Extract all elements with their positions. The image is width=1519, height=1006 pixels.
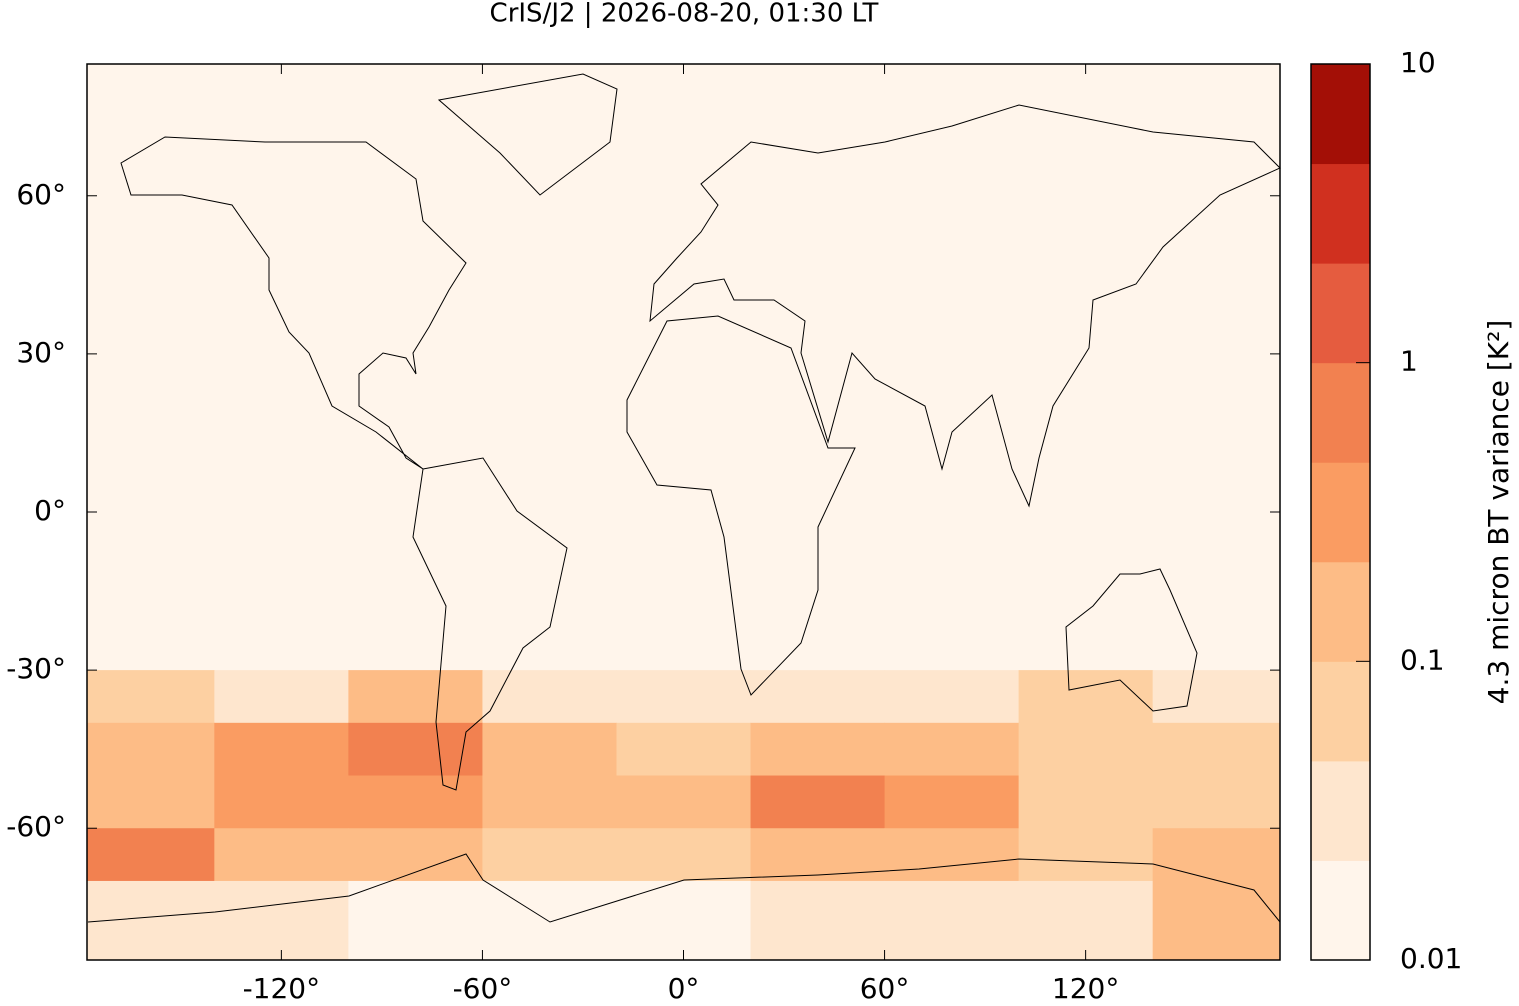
field-cell xyxy=(884,722,1020,777)
y-tick-label: 60° xyxy=(16,178,66,211)
field-cell xyxy=(1018,670,1154,724)
field-cell xyxy=(87,64,215,671)
field-cell xyxy=(884,880,1020,961)
field-cell xyxy=(482,722,617,777)
colorbar-band xyxy=(1311,760,1370,861)
colorbar-band xyxy=(1311,860,1370,961)
colorbar-tick-label: 0.1 xyxy=(1400,643,1445,676)
field-cell xyxy=(616,880,752,961)
field-cell xyxy=(87,670,215,724)
field-cell xyxy=(348,880,483,961)
field-cell xyxy=(884,828,1020,882)
coastlines xyxy=(87,73,1281,923)
field-cell xyxy=(214,670,349,724)
field-cell xyxy=(1018,775,1154,829)
colorbar-band xyxy=(1311,561,1370,662)
field-cell xyxy=(87,828,215,882)
coastline xyxy=(626,315,856,696)
field xyxy=(87,64,1281,961)
colorbar-tick-label: 10 xyxy=(1400,46,1436,79)
coastline xyxy=(412,457,568,791)
y-tick-label: -30° xyxy=(6,652,66,685)
coastline xyxy=(120,136,467,470)
coastline xyxy=(437,73,618,196)
field-cell xyxy=(482,64,617,671)
field-cell xyxy=(1018,828,1154,882)
chart-title: CrIS/J2 | 2026-08-20, 01:30 LT xyxy=(490,0,879,29)
field-cell xyxy=(87,722,215,777)
coastline xyxy=(649,104,1281,508)
colorbar-band xyxy=(1311,462,1370,563)
field-cell xyxy=(1152,670,1281,724)
x-tick-label: -120° xyxy=(243,972,321,1002)
colorbar-band xyxy=(1311,163,1370,264)
field-cell xyxy=(1152,828,1281,882)
field-cell xyxy=(616,775,752,829)
field-cell xyxy=(348,670,483,724)
y-tick-label: 0° xyxy=(34,494,66,527)
field-cell xyxy=(616,64,752,671)
field-cell xyxy=(482,670,617,724)
field-cell xyxy=(884,775,1020,829)
field-cell xyxy=(1152,775,1281,829)
field-cell xyxy=(214,64,349,671)
field-cell xyxy=(750,775,886,829)
coastline xyxy=(1065,568,1198,712)
field-cell xyxy=(482,828,617,882)
field-cell xyxy=(1152,880,1281,961)
field-cell xyxy=(750,828,886,882)
field-cell xyxy=(1018,64,1154,671)
field-cell xyxy=(750,722,886,777)
field-cell xyxy=(214,880,349,961)
x-tick-label: 60° xyxy=(860,972,910,1002)
coastline xyxy=(87,853,1281,923)
field-cell xyxy=(348,722,483,777)
field-cell xyxy=(1018,880,1154,961)
field-cell xyxy=(214,828,349,882)
field-cell xyxy=(884,64,1020,671)
colorbar-tick-label: 1 xyxy=(1400,345,1418,378)
colorbar-band xyxy=(1311,362,1370,463)
field-cell xyxy=(214,775,349,829)
field-cell xyxy=(1018,722,1154,777)
field-cell xyxy=(616,670,752,724)
field-cell xyxy=(616,722,752,777)
colorbar-band xyxy=(1311,661,1370,762)
field-cell xyxy=(214,722,349,777)
field-cell xyxy=(1152,64,1281,671)
field-cell xyxy=(348,775,483,829)
x-tick-label: 120° xyxy=(1052,972,1119,1002)
field-cell xyxy=(482,775,617,829)
colorbar-band xyxy=(1311,64,1370,165)
field-cell xyxy=(750,670,886,724)
colorbar-label: 4.3 micron BT variance [K²] xyxy=(1482,320,1515,705)
y-tick-label: 30° xyxy=(16,336,66,369)
field-cell xyxy=(884,670,1020,724)
y-tick-label: -60° xyxy=(6,810,66,843)
field-cell xyxy=(616,828,752,882)
colorbar-tick-label: 0.01 xyxy=(1400,942,1462,975)
colorbar-frame xyxy=(1310,63,1371,961)
field-cell xyxy=(87,775,215,829)
field-cell xyxy=(348,64,483,671)
x-tick-label: 0° xyxy=(668,972,700,1002)
colorbar xyxy=(1311,64,1370,961)
x-tick-label: -60° xyxy=(453,972,513,1002)
field-cell xyxy=(1152,722,1281,777)
colorbar-band xyxy=(1311,263,1370,364)
field-cell xyxy=(750,880,886,961)
